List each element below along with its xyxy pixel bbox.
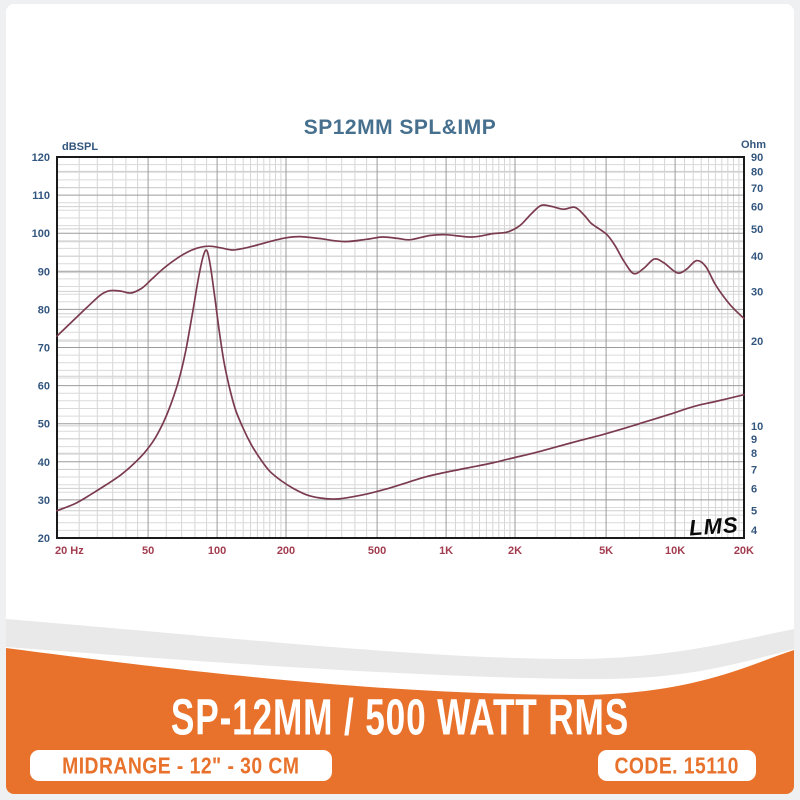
svg-text:9: 9: [751, 434, 757, 446]
midrange-badge: MIDRANGE - 12" - 30 CM: [30, 750, 332, 781]
svg-text:7: 7: [751, 465, 757, 477]
svg-text:40: 40: [751, 251, 763, 263]
svg-text:60: 60: [38, 381, 50, 393]
svg-text:50: 50: [142, 545, 154, 557]
svg-text:70: 70: [751, 183, 763, 195]
svg-text:4: 4: [751, 525, 758, 537]
svg-text:5K: 5K: [599, 545, 613, 557]
right-axis-labels: 90 80 70 60 50 40 30 20 109 8 7 6 5 4 Ohm: [741, 139, 766, 537]
svg-text:50: 50: [38, 419, 50, 431]
svg-text:20: 20: [38, 533, 50, 545]
svg-text:70: 70: [38, 343, 50, 355]
svg-text:20 Hz: 20 Hz: [55, 545, 84, 557]
midrange-badge-label: MIDRANGE - 12" - 30 CM: [62, 751, 300, 779]
left-axis-labels: 120 110 100 90 80 70 60 50 40 30 20 dBSPL: [32, 141, 99, 545]
frequency-axis-labels: 20 Hz 50 100 200 500 1K 2K 5K 10K 20K: [55, 545, 754, 557]
svg-text:120: 120: [32, 152, 50, 164]
svg-text:Ohm: Ohm: [741, 139, 766, 151]
spl-impedance-chart: 120 110 100 90 80 70 60 50 40 30 20 dBSPL 90 80 70 60 50…: [32, 139, 767, 557]
svg-text:100: 100: [208, 545, 226, 557]
svg-text:60: 60: [751, 202, 763, 214]
svg-text:10: 10: [751, 421, 763, 433]
svg-text:8: 8: [751, 448, 757, 460]
spl-curve: [56, 204, 745, 337]
svg-text:30: 30: [38, 495, 50, 507]
svg-text:90: 90: [751, 152, 763, 164]
lms-watermark: LMS: [688, 512, 739, 540]
svg-text:500: 500: [368, 545, 386, 557]
footer-banner: SP-12MM / 500 WATT RMS MIDRANGE - 12" - …: [6, 598, 794, 794]
svg-text:100: 100: [32, 228, 50, 240]
code-badge: CODE. 15110: [598, 750, 756, 781]
svg-text:90: 90: [38, 266, 50, 278]
svg-text:200: 200: [277, 545, 295, 557]
svg-text:50: 50: [751, 224, 763, 236]
svg-text:80: 80: [38, 304, 50, 316]
product-name-banner: SP-12MM / 500 WATT RMS: [170, 689, 630, 747]
svg-text:20K: 20K: [734, 545, 754, 557]
chart-title: SP12MM SPL&IMP: [303, 116, 497, 139]
code-badge-label: CODE. 15110: [614, 751, 740, 779]
svg-text:5: 5: [751, 506, 757, 518]
svg-text:40: 40: [38, 457, 50, 469]
svg-text:2K: 2K: [508, 545, 522, 557]
svg-text:80: 80: [751, 166, 763, 178]
impedance-curve: [56, 249, 745, 512]
svg-text:dBSPL: dBSPL: [62, 141, 98, 153]
chart-grid-major: [57, 157, 744, 538]
svg-text:1K: 1K: [439, 545, 453, 557]
plot-border: [56, 156, 745, 539]
svg-text:30: 30: [751, 286, 763, 298]
svg-text:20: 20: [751, 336, 763, 348]
svg-text:6: 6: [751, 483, 757, 495]
svg-text:10K: 10K: [665, 545, 685, 557]
svg-text:110: 110: [32, 190, 50, 202]
product-card: SP12MM SPL&IMP 120 110 100 90 80 70 60 50 40 30 20…: [6, 4, 794, 794]
